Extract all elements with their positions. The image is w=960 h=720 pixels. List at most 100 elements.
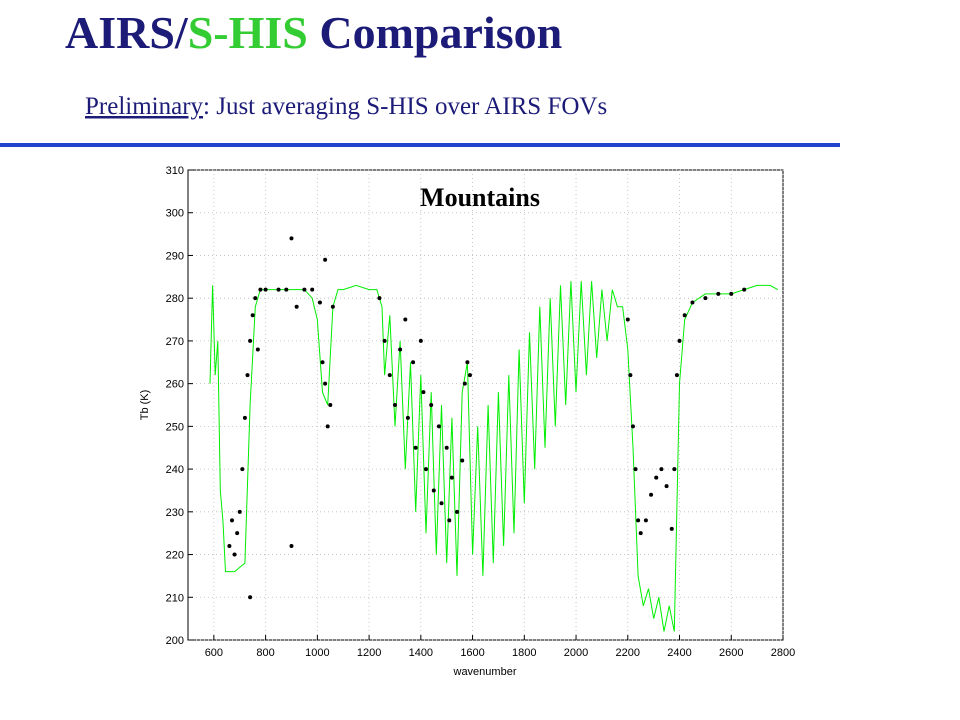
y-tick-label: 220 [166, 550, 184, 562]
data-point [237, 509, 242, 514]
y-tick-label: 310 [166, 165, 184, 177]
data-point [245, 373, 250, 378]
data-point [625, 317, 630, 322]
data-point [310, 287, 315, 292]
data-point [255, 347, 260, 352]
data-point [628, 373, 633, 378]
x-tick-label: 2600 [719, 647, 743, 659]
data-point [669, 526, 674, 531]
data-point [677, 338, 682, 343]
data-point [289, 236, 294, 241]
data-point [449, 475, 454, 480]
data-point [418, 338, 423, 343]
subtitle-rest: : Just averaging S-HIS over AIRS FOVs [203, 93, 607, 120]
data-point [242, 415, 247, 420]
data-point [258, 287, 263, 292]
data-point [729, 291, 734, 296]
data-point [444, 445, 449, 450]
data-point [250, 313, 255, 318]
data-point [633, 467, 638, 472]
rule [0, 143, 840, 147]
data-point [294, 304, 299, 309]
x-tick-label: 1400 [409, 647, 433, 659]
data-point [703, 296, 708, 301]
x-tick-label: 1000 [305, 647, 329, 659]
data-point [429, 403, 434, 407]
y-tick-label: 300 [166, 208, 184, 220]
x-tick-label: 2200 [616, 647, 640, 659]
data-point [235, 531, 240, 536]
spectrum-line [209, 281, 779, 632]
data-point [649, 492, 654, 497]
data-point [328, 403, 333, 407]
annotation: Mountains [420, 183, 540, 212]
data-point [377, 296, 382, 301]
data-point [320, 360, 325, 365]
data-point [276, 287, 281, 292]
data-point [232, 552, 237, 557]
data-point [630, 424, 635, 429]
data-point [317, 300, 322, 305]
title-part: S-HIS [188, 7, 308, 58]
data-point [436, 424, 441, 429]
data-point [227, 544, 232, 548]
y-tick-label: 280 [166, 293, 184, 305]
data-point [742, 287, 747, 292]
x-tick-label: 1200 [357, 647, 381, 659]
data-point [392, 403, 397, 407]
data-point [302, 287, 307, 292]
data-point [421, 390, 426, 395]
x-tick-label: 600 [205, 647, 223, 659]
data-point [664, 484, 669, 489]
data-point [289, 544, 294, 548]
y-tick-label: 260 [166, 379, 184, 391]
data-point [325, 424, 330, 429]
x-tick-label: 2800 [771, 647, 795, 659]
data-point [253, 296, 258, 301]
data-point [674, 373, 679, 378]
data-point [330, 304, 335, 309]
y-tick-label: 250 [166, 421, 184, 433]
data-point [323, 381, 328, 386]
data-point [636, 518, 641, 523]
y-axis-label: Tb (K) [139, 390, 151, 421]
data-point [716, 291, 721, 296]
data-point [447, 518, 452, 523]
data-point [431, 488, 436, 493]
title-part: AIRS/ [65, 7, 189, 58]
data-point [690, 300, 695, 305]
x-axis-label: wavenumber [453, 666, 517, 678]
x-tick-label: 800 [256, 647, 274, 659]
plot-frame [187, 169, 784, 641]
data-point [462, 381, 467, 386]
x-tick-label: 2000 [564, 647, 588, 659]
data-point [638, 531, 643, 536]
data-point [672, 467, 677, 472]
data-point [659, 467, 664, 472]
data-point [455, 509, 460, 514]
data-point [424, 467, 428, 472]
data-point [323, 257, 328, 262]
data-point [439, 501, 444, 506]
data-point [411, 360, 416, 365]
data-point [403, 317, 408, 322]
data-point [413, 445, 418, 450]
x-tick-label: 1600 [460, 647, 484, 659]
data-point [229, 518, 234, 523]
subtitle-underlined: Preliminary [85, 93, 204, 120]
title-part: Comparison [308, 7, 562, 58]
slide-title: AIRS/S-HIS Comparison [65, 7, 562, 58]
data-point [284, 287, 289, 292]
data-point [263, 287, 268, 292]
y-tick-label: 200 [166, 635, 184, 647]
data-point [682, 313, 687, 318]
data-point [248, 338, 253, 343]
data-point [643, 518, 648, 523]
x-tick-label: 2400 [667, 647, 691, 659]
plot [188, 169, 784, 641]
subtitle: Preliminary: Just averaging S-HIS over A… [85, 93, 607, 120]
data-point [467, 373, 472, 378]
y-tick-label: 230 [166, 507, 184, 519]
data-point [387, 373, 392, 378]
